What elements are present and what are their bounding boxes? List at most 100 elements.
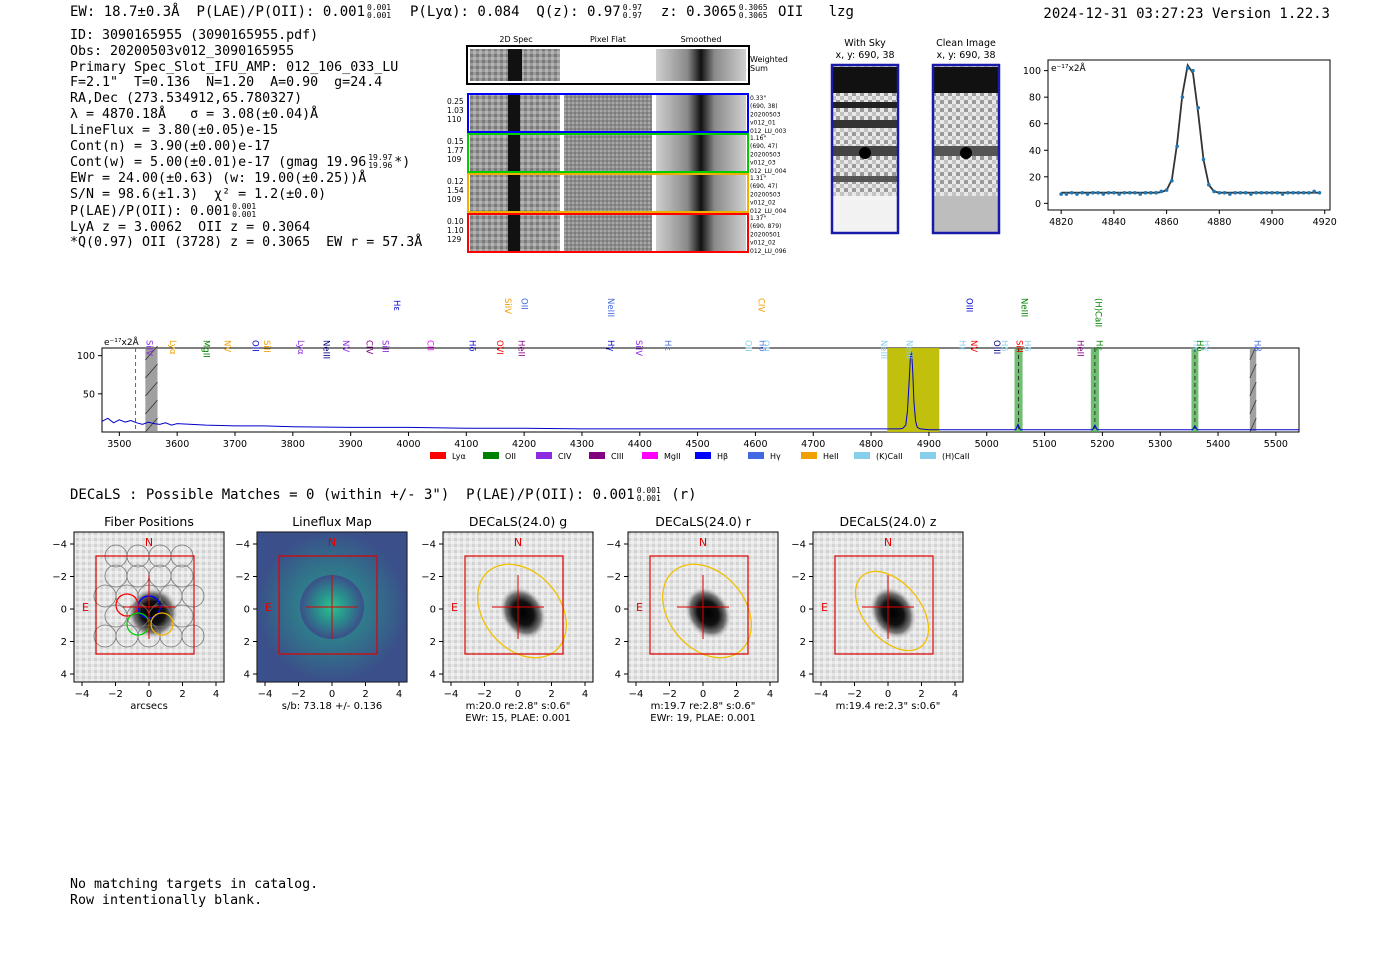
zoom-data-point: [1112, 190, 1116, 195]
cutout-right-label: 1.31": [750, 175, 766, 182]
cutout-right-label: (690, 38): [750, 103, 778, 110]
panel-caption-1: m:19.4 re:2.3" s:0.6": [836, 701, 941, 712]
zoom-y-tick-label: 0: [1035, 199, 1041, 210]
zoom-x-tick-label: 4840: [1102, 217, 1126, 228]
panel-y-tick-label: 0: [244, 605, 250, 616]
panel-caption-1: m:19.7 re:2.8" s:0.6": [651, 701, 756, 712]
cutout-right-label: 20200503: [750, 151, 781, 158]
cutout-right-label: 20200503: [750, 191, 781, 198]
cutout-right-label: v012_01: [750, 120, 776, 127]
zoom-x-tick-label: 4820: [1049, 217, 1073, 228]
legend-swatch: [695, 452, 711, 459]
panel-x-tick-label: 4: [582, 689, 588, 700]
panel-y-tick-label: 4: [430, 670, 436, 681]
plae-hi: 0.001: [367, 3, 392, 12]
spectrum-x-tick-label: 4400: [628, 439, 652, 450]
cutout-frame: [467, 213, 749, 253]
cutout-smoothed: [656, 215, 746, 251]
east-label: E: [451, 601, 458, 614]
spectrum-line-label: Hε: [662, 340, 672, 351]
galaxy-blob: [869, 586, 917, 640]
zoom-data-point: [1201, 157, 1206, 162]
zoom-data-point: [1275, 190, 1280, 195]
spectrum-line-label: NV: [968, 340, 978, 352]
spectrum-x-tick-label: 4300: [570, 439, 594, 450]
spectrum-x-tick-label: 4500: [686, 439, 710, 450]
spectrum-hatch: [145, 363, 158, 379]
spectrum-line-label: OII: [249, 340, 259, 352]
cutout-right-label: v012_03: [750, 160, 776, 167]
spectrum-hatch: [1249, 363, 1257, 379]
spectrum-hatch: [145, 345, 158, 361]
panel-4: DECaLS(24.0) r N E −4 4 −2 2 0 0 2 −2 4 −4 m:19.7 re:…: [606, 514, 779, 724]
info-contn: Cont(n) = 3.90(±0.00)e-17: [70, 138, 271, 154]
legend-label: MgII: [664, 452, 681, 461]
cutout-trace: [508, 175, 520, 211]
spectrum-hatch: [1249, 399, 1257, 415]
panel-caption-1: arcsecs: [130, 701, 168, 712]
panel-x-tick-label: −2: [291, 689, 306, 700]
spectrum-line-label: Hε: [391, 300, 401, 311]
east-label: E: [636, 601, 643, 614]
fiber-circle: [170, 564, 194, 588]
panel-x-tick-label: 0: [885, 689, 891, 700]
cutout-left-label: 1.77: [447, 146, 464, 155]
panel-x-tick-label: 0: [146, 689, 152, 700]
east-label: E: [82, 601, 89, 614]
spectrum-line-label: Hγ: [1201, 340, 1211, 351]
aperture-ellipse: [854, 570, 930, 652]
panel-x-tick-label: 2: [179, 689, 185, 700]
panel-y-tick-label: 2: [615, 637, 621, 648]
legend-swatch: [589, 452, 605, 459]
spectrum-line-label: NV: [222, 340, 232, 352]
spectrum-x-tick-label: 5200: [1090, 439, 1114, 450]
weighted-sum-label-2: Sum: [750, 64, 768, 73]
spectrum-line-label: SiII: [1013, 340, 1023, 353]
legend-label: HeII: [823, 452, 839, 461]
flag-value: lzg: [828, 4, 854, 20]
cutout-right-label: 012_LU_004: [750, 208, 787, 215]
panel-y-tick-label: 4: [800, 670, 806, 681]
zoom-data-point: [1196, 105, 1201, 110]
legend-swatch: [642, 452, 658, 459]
panel-x-tick-label: 0: [515, 689, 521, 700]
info-contw-row: Cont(w) = 5.00(±0.01)e-17 (gmag 19.96 19.…: [70, 154, 422, 171]
spectrum-line-label: NeIII: [321, 340, 331, 359]
panel-x-tick-label: 4: [396, 689, 402, 700]
panel-y-tick-label: 4: [61, 670, 67, 681]
spectrum-hatch: [1249, 381, 1257, 397]
aperture-ellipse: [477, 563, 567, 659]
spectrum-x-tick-label: 3900: [339, 439, 363, 450]
zoom-data-point: [1159, 189, 1164, 194]
full-spectrum: 3500 3600 3700 3800 3900 4000 4100 4200 4300 4400…: [77, 298, 1300, 461]
zoom-data-point: [1122, 190, 1127, 195]
cutout-left-label: 0.25: [447, 97, 464, 106]
ew-value: EW: 18.7±0.3Å: [70, 4, 180, 20]
legend-label: OII: [505, 452, 516, 461]
spectrum-shaded-region: [145, 348, 158, 432]
cutout-trace: [508, 95, 520, 131]
spectrum-line-label: CII: [425, 340, 435, 351]
cutout-right-label: 012_LU_096: [750, 248, 787, 255]
zoom-data-point: [1212, 189, 1216, 194]
cutout-right-label: 20200503: [750, 111, 781, 118]
spectrum-x-tick-label: 3500: [107, 439, 131, 450]
spectrum-hatch: [145, 381, 158, 397]
spectrum-x-tick-label: 4000: [396, 439, 420, 450]
panel-x-tick-label: −4: [444, 689, 459, 700]
decals-text: DECaLS : Possible Matches = 0 (within +/…: [70, 487, 635, 503]
panel-caption-2: EWr: 19, PLAE: 0.001: [650, 713, 756, 724]
zoom-data-point: [1091, 190, 1095, 195]
zoom-data-point: [1191, 68, 1195, 73]
panel-y-tick-label: 2: [244, 637, 250, 648]
zoom-data-point: [1180, 95, 1185, 99]
panel-x-tick-label: 2: [548, 689, 554, 700]
panel-caption-2: EWr: 15, PLAE: 0.001: [465, 713, 571, 724]
zoom-data-point: [1228, 192, 1232, 196]
cutout-right-label: v012_02: [750, 200, 776, 207]
spectrum-line-label: OVI: [494, 340, 504, 355]
north-label: N: [699, 536, 707, 549]
cutout-frame: [467, 173, 749, 213]
cutout-left-label: 109: [447, 195, 462, 204]
